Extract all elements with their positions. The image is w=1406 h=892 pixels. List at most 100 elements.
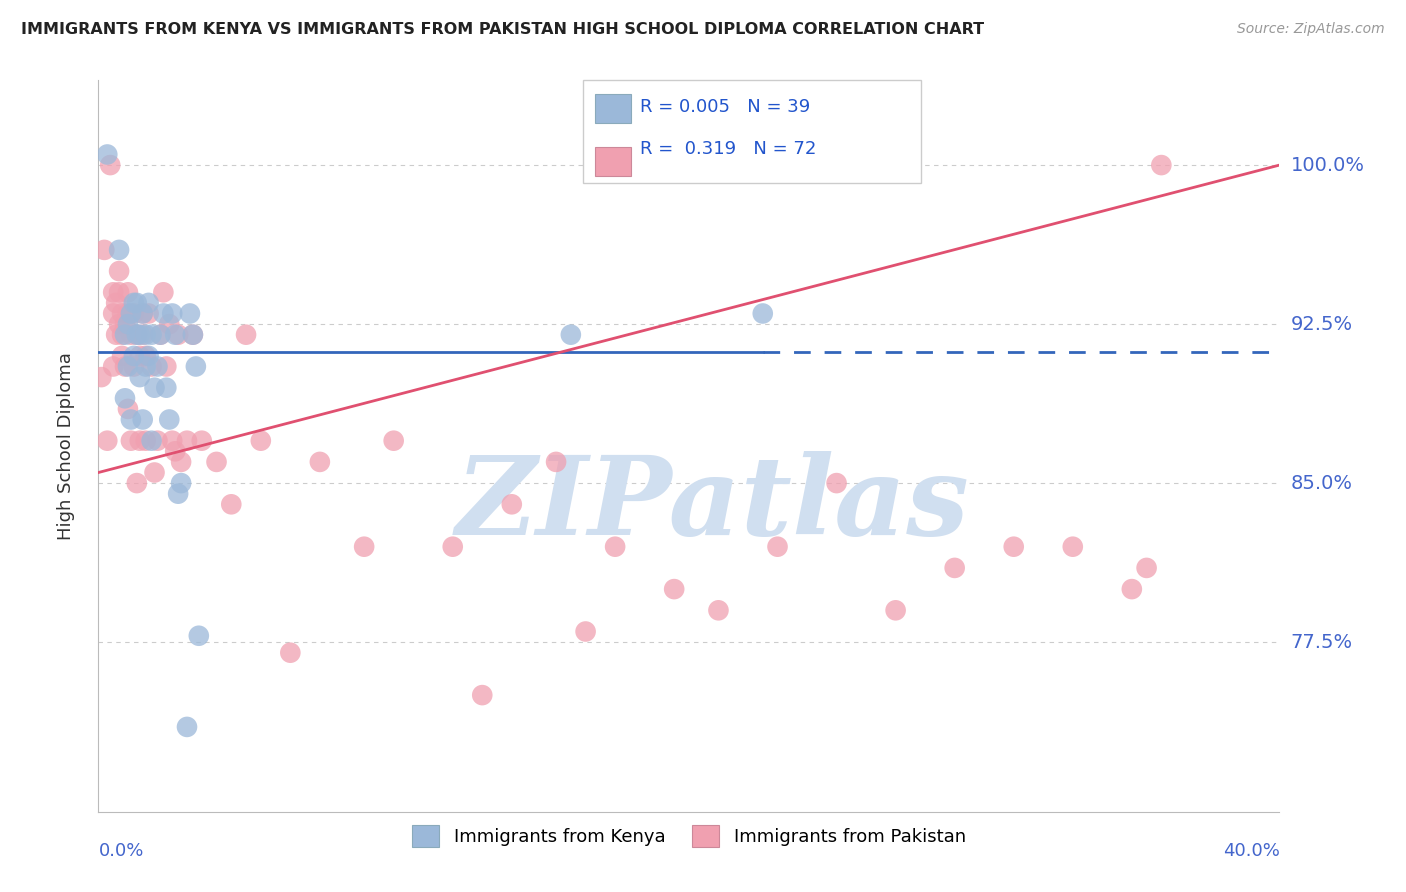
Point — [205, 455, 228, 469]
Point — [135, 327, 157, 342]
Point — [128, 434, 150, 448]
Point — [221, 497, 243, 511]
Point — [111, 349, 134, 363]
Legend: Immigrants from Kenya, Immigrants from Pakistan: Immigrants from Kenya, Immigrants from P… — [405, 817, 973, 854]
Point — [120, 306, 142, 320]
Text: 100.0%: 100.0% — [1291, 155, 1365, 175]
Point — [155, 381, 177, 395]
Point — [149, 327, 172, 342]
Text: IMMIGRANTS FROM KENYA VS IMMIGRANTS FROM PAKISTAN HIGH SCHOOL DIPLOMA CORRELATIO: IMMIGRANTS FROM KENYA VS IMMIGRANTS FROM… — [21, 22, 984, 37]
Point — [766, 540, 789, 554]
Point — [575, 624, 598, 639]
Point — [128, 327, 150, 342]
Point — [1002, 540, 1025, 554]
Point — [135, 434, 157, 448]
Point — [149, 327, 172, 342]
Text: 77.5%: 77.5% — [1291, 632, 1353, 652]
Point — [125, 296, 148, 310]
Point — [146, 434, 169, 448]
Point — [471, 688, 494, 702]
Point — [605, 540, 627, 554]
Point — [105, 296, 128, 310]
Point — [135, 359, 157, 374]
Text: Source: ZipAtlas.com: Source: ZipAtlas.com — [1237, 22, 1385, 37]
Point — [125, 327, 148, 342]
Point — [108, 285, 131, 300]
Point — [170, 455, 193, 469]
Point — [943, 561, 966, 575]
Point — [125, 327, 148, 342]
Point — [111, 327, 134, 342]
Point — [117, 285, 139, 300]
Point — [132, 412, 155, 426]
Point — [184, 359, 207, 374]
Point — [176, 720, 198, 734]
Point — [135, 349, 157, 363]
Point — [122, 359, 145, 374]
Point — [138, 296, 160, 310]
Point — [114, 359, 136, 374]
Point — [235, 327, 257, 342]
Point — [441, 540, 464, 554]
Y-axis label: High School Diploma: High School Diploma — [56, 352, 75, 540]
Point — [1136, 561, 1159, 575]
Point — [825, 476, 848, 491]
Point — [128, 370, 150, 384]
Point — [165, 444, 187, 458]
Point — [501, 497, 523, 511]
Point — [165, 327, 187, 342]
Point — [103, 285, 125, 300]
Point — [114, 317, 136, 331]
Text: 85.0%: 85.0% — [1291, 474, 1353, 492]
Point — [120, 327, 142, 342]
Text: ZIPatlas: ZIPatlas — [456, 450, 970, 558]
Point — [884, 603, 907, 617]
Point — [96, 434, 118, 448]
Point — [146, 359, 169, 374]
Point — [752, 306, 775, 320]
Point — [152, 285, 174, 300]
Point — [117, 401, 139, 416]
Point — [309, 455, 332, 469]
Point — [179, 306, 201, 320]
Point — [143, 466, 166, 480]
Point — [1121, 582, 1143, 596]
Point — [250, 434, 273, 448]
Text: 40.0%: 40.0% — [1223, 842, 1279, 860]
Point — [117, 359, 139, 374]
Point — [108, 317, 131, 331]
Point — [103, 359, 125, 374]
Point — [122, 306, 145, 320]
Point — [353, 540, 375, 554]
Point — [280, 646, 302, 660]
Point — [90, 370, 112, 384]
Point — [162, 306, 183, 320]
Text: 0.0%: 0.0% — [98, 842, 143, 860]
Point — [155, 359, 177, 374]
Text: R =  0.319   N = 72: R = 0.319 N = 72 — [640, 140, 815, 158]
Point — [132, 306, 155, 320]
Point — [152, 306, 174, 320]
Point — [1062, 540, 1084, 554]
Point — [187, 629, 209, 643]
Point — [111, 306, 134, 320]
Point — [191, 434, 214, 448]
Point — [98, 158, 121, 172]
Point — [132, 327, 155, 342]
Text: R = 0.005   N = 39: R = 0.005 N = 39 — [640, 98, 810, 116]
Point — [125, 476, 148, 491]
Point — [96, 147, 118, 161]
Point — [108, 264, 131, 278]
Point — [707, 603, 730, 617]
Point — [138, 306, 160, 320]
Text: 92.5%: 92.5% — [1291, 315, 1353, 334]
Point — [664, 582, 686, 596]
Point — [138, 349, 160, 363]
Point — [132, 306, 155, 320]
Point — [1150, 158, 1173, 172]
Point — [141, 327, 163, 342]
Point — [157, 317, 180, 331]
Point — [122, 349, 145, 363]
Point — [93, 243, 115, 257]
Point — [117, 306, 139, 320]
